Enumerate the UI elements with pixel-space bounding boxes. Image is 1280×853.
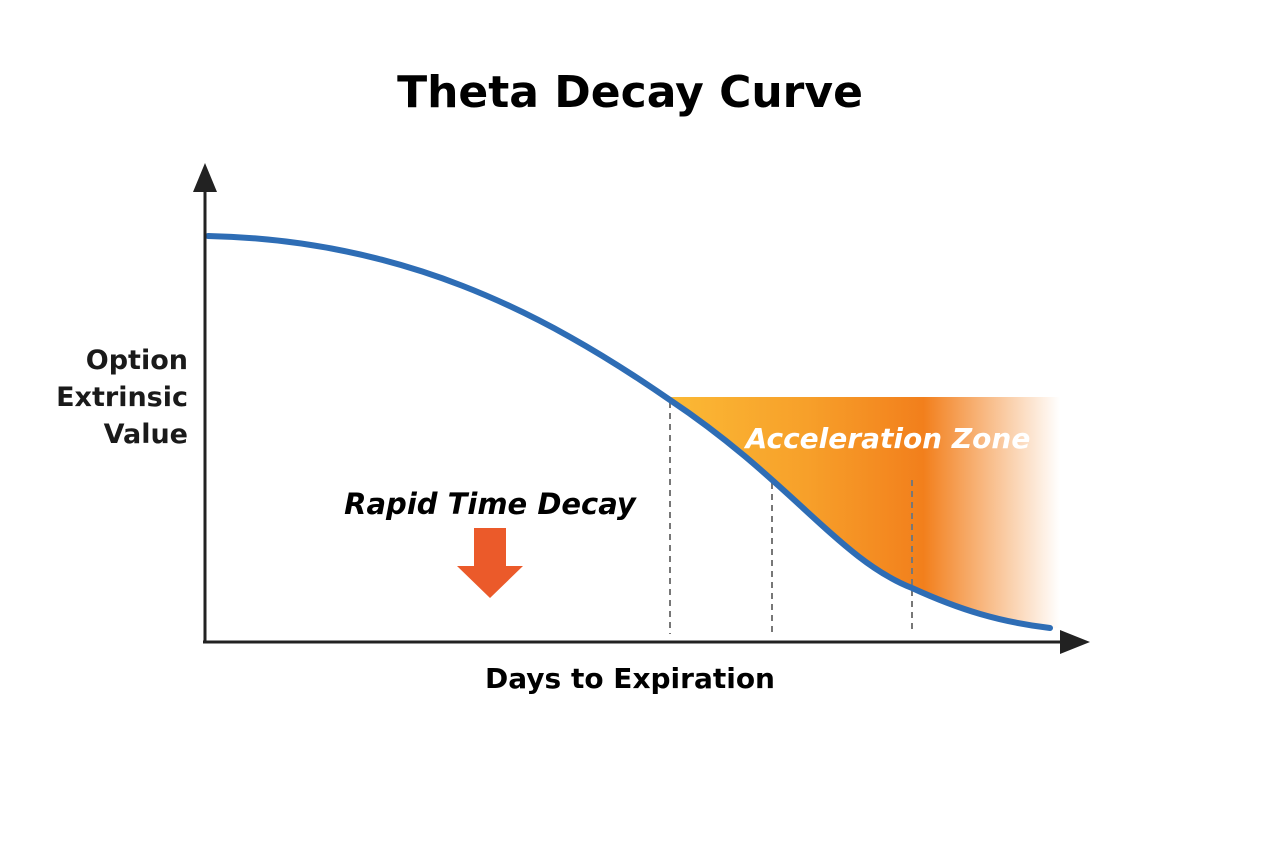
y-axis-label: Option Extrinsic Value xyxy=(56,345,188,450)
title: Theta Decay Curve xyxy=(397,67,863,118)
zone-label: Acceleration Zone xyxy=(744,422,1031,455)
x-axis-arrow xyxy=(1060,630,1090,654)
decay-label: Rapid Time Decay xyxy=(344,487,637,521)
down-arrow xyxy=(457,528,523,598)
x-axis-label: Days to Expiration xyxy=(485,662,775,695)
decay-curve xyxy=(205,233,1053,631)
acceleration-zone xyxy=(670,397,1060,628)
dashed-guides xyxy=(669,402,913,634)
y-axis-arrow xyxy=(193,163,217,192)
